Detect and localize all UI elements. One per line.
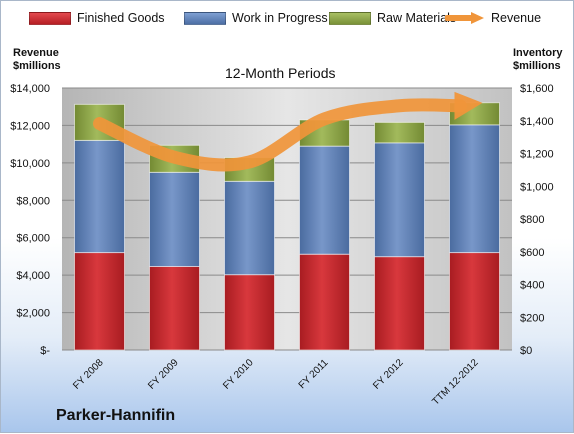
bar-work-in-progress <box>299 145 350 255</box>
x-tick-label: FY 2011 <box>297 357 331 391</box>
legend-label-revenue: Revenue <box>491 11 542 25</box>
right-tick-label: $600 <box>520 247 544 259</box>
bar-work-in-progress <box>149 171 200 267</box>
right-tick-label: $800 <box>520 214 544 226</box>
left-tick-label: $12,000 <box>10 120 50 132</box>
legend-item-work-in-progress: Work in Progress <box>184 11 328 25</box>
left-tick-label: $2,000 <box>16 308 50 320</box>
left-tick-label: $- <box>40 345 50 357</box>
legend-label-work-in-progress: Work in Progress <box>232 11 328 25</box>
legend-swatch-finished-goods <box>29 11 71 25</box>
x-axis-labels: FY 2008 FY 2009 FY 2010 FY 2011 FY 2012 TTM 1… <box>71 357 481 408</box>
right-tick-label: $1,200 <box>520 149 554 161</box>
bar-finished-goods <box>374 256 425 351</box>
right-tick-label: $1,400 <box>520 116 554 128</box>
x-tick-label: FY 2008 <box>71 357 106 392</box>
legend-item-raw-materials: Raw Materials <box>329 11 456 25</box>
bar-finished-goods <box>449 252 500 351</box>
x-tick-label: FY 2012 <box>371 357 406 392</box>
company-name: Parker-Hannifin <box>56 407 176 424</box>
left-axis-title-line1: Revenue <box>13 47 59 59</box>
legend-arrow-revenue <box>445 12 484 24</box>
bar-finished-goods <box>149 265 200 351</box>
left-axis-ticks: $- $2,000 $4,000 $6,000 $8,000 $10,000 $12,000… <box>10 83 50 357</box>
bar-work-in-progress <box>449 124 500 254</box>
right-tick-label: $1,600 <box>520 83 554 95</box>
left-tick-label: $4,000 <box>16 270 50 282</box>
bar-work-in-progress <box>74 139 125 254</box>
right-tick-label: $400 <box>520 280 544 292</box>
right-tick-label: $200 <box>520 312 544 324</box>
left-axis-title-line2: $millions <box>13 60 61 72</box>
bar-finished-goods <box>74 252 125 351</box>
legend-label-raw-materials: Raw Materials <box>377 11 457 25</box>
right-tick-label: $1,000 <box>520 181 554 193</box>
gridlines <box>62 87 512 351</box>
right-axis-title-line1: Inventory <box>513 47 563 59</box>
bar-work-in-progress <box>224 180 275 276</box>
bar-stacks <box>74 102 500 351</box>
revenue-line <box>93 91 483 172</box>
legend-item-finished-goods: Finished Goods <box>29 11 165 25</box>
x-tick-label: FY 2010 <box>221 357 256 392</box>
legend-item-revenue: Revenue <box>445 11 541 25</box>
legend: Finished Goods Work in Progress Raw Mate… <box>1 11 574 31</box>
left-tick-label: $6,000 <box>16 233 50 245</box>
right-axis-title-line2: $millions <box>513 60 561 72</box>
bar-finished-goods <box>299 253 350 351</box>
left-tick-label: $8,000 <box>16 195 50 207</box>
legend-label-finished-goods: Finished Goods <box>77 11 165 25</box>
right-axis-title: Inventory $millions <box>513 47 563 73</box>
left-axis-title: Revenue $millions <box>13 47 61 73</box>
x-tick-label: TTM 12-2012 <box>430 357 481 408</box>
plot-area-background <box>62 88 512 350</box>
legend-swatch-raw-materials <box>329 11 371 25</box>
chart-subtitle: 12-Month Periods <box>225 65 336 81</box>
bar-finished-goods <box>224 274 275 351</box>
left-tick-label: $14,000 <box>10 83 50 95</box>
left-tick-label: $10,000 <box>10 158 50 170</box>
legend-swatch-work-in-progress <box>184 11 226 25</box>
revenue-arrow-head <box>454 91 483 120</box>
right-axis-ticks: $0 $200 $400 $600 $800 $1,000 $1,200 $1,400 $1,6… <box>520 83 554 357</box>
bar-work-in-progress <box>374 142 425 258</box>
bar-raw-materials <box>374 121 425 144</box>
right-tick-label: $0 <box>520 345 532 357</box>
revenue-line-path <box>93 98 467 172</box>
x-tick-label: FY 2009 <box>146 357 181 392</box>
